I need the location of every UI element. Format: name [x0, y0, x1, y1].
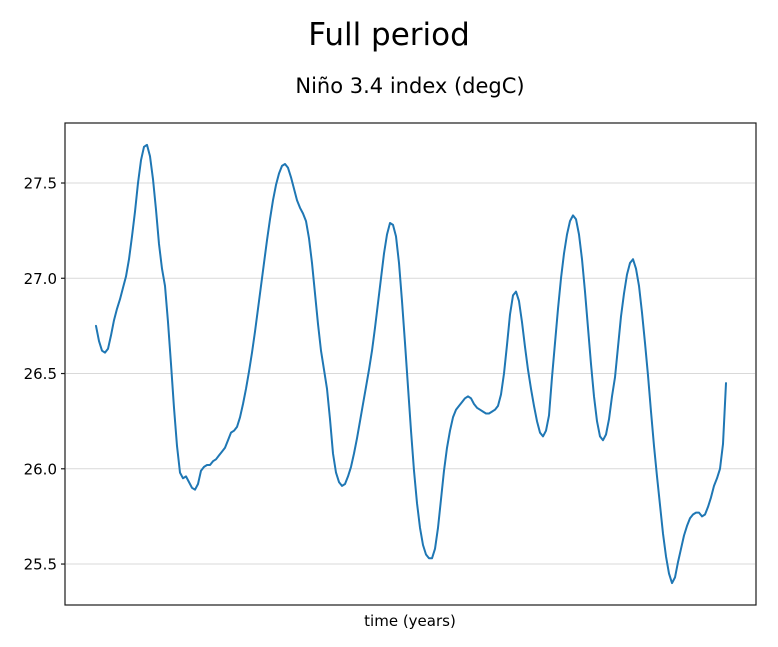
gridlines — [66, 182, 755, 565]
y-tick-label: 26.5 — [24, 365, 57, 383]
plot-border — [64, 122, 757, 606]
x-axis-label: time (years) — [364, 612, 456, 630]
y-tick-label: 26.0 — [24, 460, 57, 478]
chart-title: Niño 3.4 index (degC) — [295, 74, 524, 98]
y-tick-label: 27.0 — [24, 270, 57, 288]
y-axis-tick-labels: 25.5 26.0 26.5 27.0 27.5 — [24, 175, 57, 574]
nino34-index-line — [95, 143, 727, 585]
chart-suptitle: Full period — [308, 17, 470, 53]
y-tick-label: 25.5 — [24, 556, 57, 574]
y-tick-label: 27.5 — [24, 175, 57, 193]
y-axis-ticks — [61, 182, 65, 565]
